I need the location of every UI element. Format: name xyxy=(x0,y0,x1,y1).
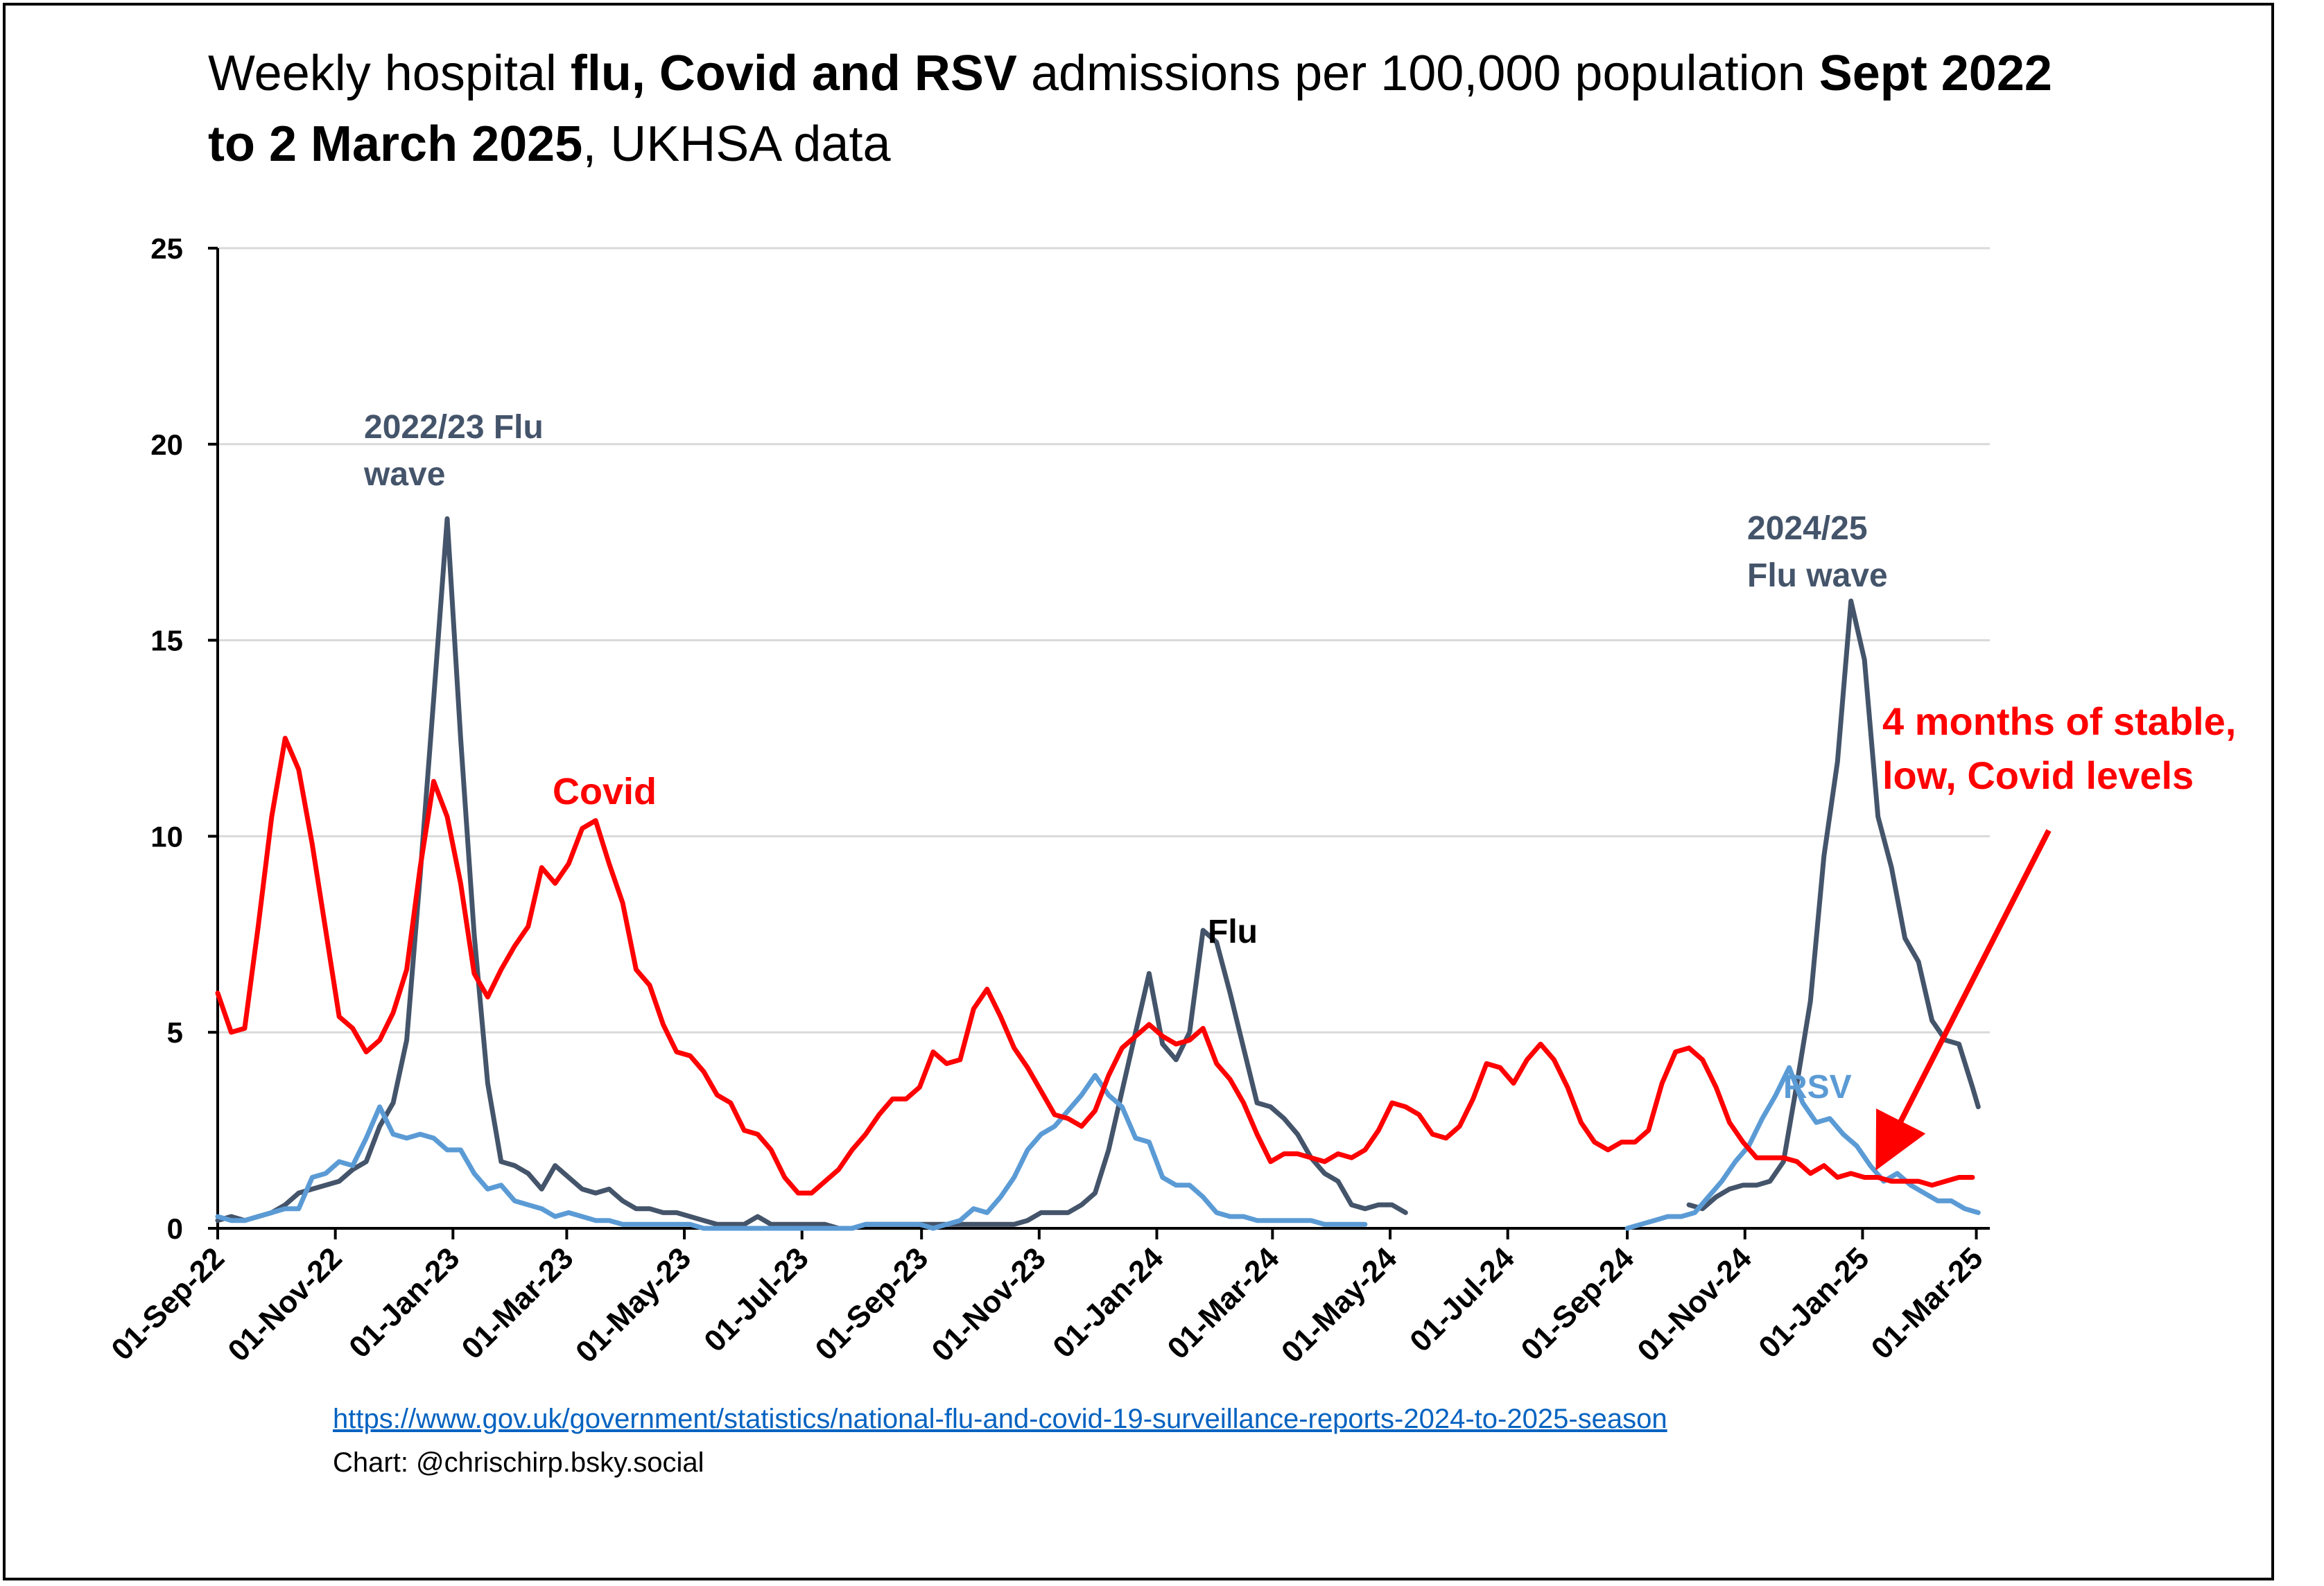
covid-series-label: Covid xyxy=(553,771,657,812)
flu-wave-2223-line2: wave xyxy=(363,456,445,493)
x-tick-label-11: 01-Jul-24 xyxy=(1403,1241,1521,1359)
chart-credit: Chart: @chrischirp.bsky.social xyxy=(333,1447,704,1478)
x-tick-label-5: 01-Jul-23 xyxy=(697,1241,815,1359)
x-tick-label-12: 01-Sep-24 xyxy=(1515,1241,1641,1367)
y-tick-label-0: 0 xyxy=(167,1212,183,1245)
flu-wave-2223-label: 2022/23 Flu wave xyxy=(363,409,553,493)
x-tick-label-3: 01-Mar-23 xyxy=(456,1241,580,1366)
series-layer xyxy=(215,516,1981,1231)
x-tick-label-2: 01-Jan-23 xyxy=(342,1241,466,1364)
covid-note-arrow xyxy=(1875,829,2052,1171)
flu-wave-2425-label: 2024/25 Flu wave xyxy=(1747,510,1888,594)
flu-wave-2223-line1: 2022/23 Flu xyxy=(364,409,544,446)
chart-title: Weekly hospital flu, Covid and RSV admis… xyxy=(208,38,2080,180)
x-tick-label-6: 01-Sep-23 xyxy=(809,1241,935,1367)
chart-frame xyxy=(3,3,2274,1580)
flu-line-segment-1 xyxy=(215,516,1408,1231)
rsv-series-label: RSV xyxy=(1783,1069,1852,1106)
title-part-1: Weekly hospital xyxy=(208,46,571,101)
flu-wave-2425-line1: 2024/25 xyxy=(1747,510,1868,547)
x-tick-label-9: 01-Mar-24 xyxy=(1161,1241,1286,1366)
x-tick-label-15: 01-Mar-25 xyxy=(1865,1241,1990,1366)
y-tick-label-25: 25 xyxy=(150,232,183,265)
x-tick-label-7: 01-Nov-23 xyxy=(926,1241,1052,1368)
source-link[interactable]: https://www.gov.uk/government/statistics… xyxy=(333,1404,1667,1434)
title-part-5: , UKHSA data xyxy=(582,116,891,172)
title-part-3: admissions per 100,000 population xyxy=(1016,46,1819,101)
rsv-line-segment-1 xyxy=(215,1072,1368,1231)
covid-note-label: 4 months of stable, low, Covid levels xyxy=(1882,699,2247,797)
flu-wave-2425-line2: Flu wave xyxy=(1747,557,1888,594)
gridlines xyxy=(218,247,1990,1034)
x-tick-label-1: 01-Nov-22 xyxy=(221,1241,348,1368)
annotations: 2022/23 Flu wave 2024/25 Flu wave Covid … xyxy=(363,409,2247,1171)
x-tick-label-8: 01-Jan-24 xyxy=(1046,1241,1170,1365)
y-tick-label-10: 10 xyxy=(150,820,183,853)
covid-note-line1: 4 months of stable, xyxy=(1882,699,2236,743)
y-tick-label-20: 20 xyxy=(150,428,183,461)
rsv-line-segment-2 xyxy=(1624,1065,1981,1231)
x-tick-label-10: 01-May-24 xyxy=(1275,1241,1403,1369)
x-tick-label-4: 01-May-23 xyxy=(569,1241,697,1369)
x-tick-label-13: 01-Nov-24 xyxy=(1631,1241,1758,1368)
flu-series-label: Flu xyxy=(1208,914,1258,950)
covid-note-line2: low, Covid levels xyxy=(1882,753,2194,797)
y-tick-label-5: 5 xyxy=(167,1016,183,1049)
x-tick-label-14: 01-Jan-25 xyxy=(1752,1241,1875,1364)
title-part-2: flu, Covid and RSV xyxy=(570,46,1017,101)
flu-line-segment-2 xyxy=(1686,598,1981,1212)
title-part-4: Sept 2022 to 2 March 2025 xyxy=(208,46,2052,172)
x-tick-label-0: 01-Sep-22 xyxy=(105,1241,231,1367)
y-tick-label-15: 15 xyxy=(150,625,183,657)
covid-line xyxy=(215,735,1975,1196)
